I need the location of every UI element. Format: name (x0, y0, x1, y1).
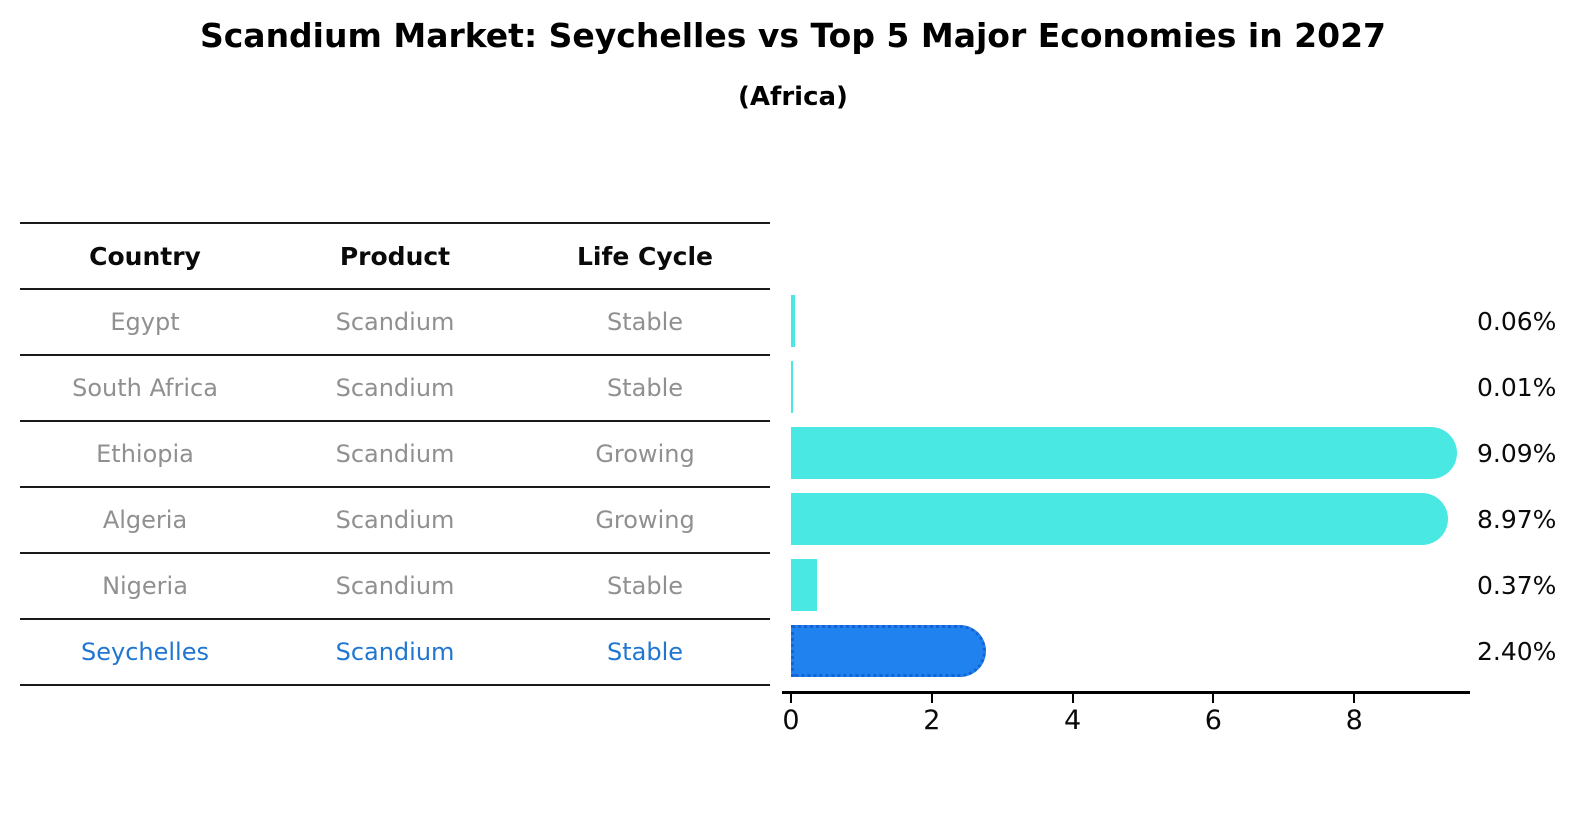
cell-country: Egypt (110, 308, 180, 336)
value-label-egypt: 0.06% (1477, 306, 1557, 336)
cell-product: Scandium (335, 506, 455, 534)
cell-country: South Africa (72, 374, 218, 402)
cell-country: Seychelles (81, 638, 209, 666)
chart-title: Scandium Market: Seychelles vs Top 5 Maj… (199, 16, 1387, 55)
x-axis-tick (930, 694, 933, 703)
bar-ethiopia (791, 427, 1457, 479)
x-axis-tick-label: 0 (782, 705, 800, 736)
value-labels: 0.06% 0.01% 9.09% 8.97% 0.37% 2.40% (1477, 288, 1556, 684)
column-header-life-cycle: Life Cycle (576, 241, 714, 271)
bar-plot: 0 2 4 6 8 (782, 222, 1481, 762)
table-row: Egypt Scandium Stable (20, 290, 770, 356)
chart-subtitle: (Africa) (738, 82, 848, 112)
table-row: Ethiopia Scandium Growing (20, 422, 770, 488)
table-row-seychelles: Seychelles Scandium Stable (20, 620, 770, 686)
bar-seychelles (791, 625, 986, 677)
cell-life-cycle: Stable (606, 374, 684, 402)
x-axis-line (782, 691, 1470, 694)
x-axis-tick-label: 4 (1064, 705, 1082, 736)
x-axis-tick (1212, 694, 1215, 703)
x-axis-tick (1071, 694, 1074, 703)
cell-country: Nigeria (102, 572, 188, 600)
value-label-algeria: 8.97% (1477, 504, 1557, 534)
bar-egypt (791, 295, 796, 347)
value-label-south-africa: 0.01% (1477, 372, 1557, 402)
data-table: Country Product Life Cycle Egypt Scandiu… (20, 222, 770, 686)
x-axis-tick-label: 8 (1345, 705, 1363, 736)
cell-life-cycle: Growing (595, 506, 695, 534)
cell-life-cycle: Stable (606, 572, 684, 600)
cell-product: Scandium (335, 572, 455, 600)
cell-life-cycle: Growing (595, 440, 695, 468)
table-row: Algeria Scandium Growing (20, 488, 770, 554)
bar-algeria (791, 493, 1449, 545)
cell-country: Algeria (102, 506, 188, 534)
x-axis-tick-label: 2 (923, 705, 941, 736)
column-header-product: Product (339, 241, 451, 271)
cell-life-cycle: Stable (606, 308, 684, 336)
cell-life-cycle: Stable (606, 638, 684, 666)
cell-country: Ethiopia (96, 440, 194, 468)
table-row: South Africa Scandium Stable (20, 356, 770, 422)
table-row: Nigeria Scandium Stable (20, 554, 770, 620)
bar-south-africa (791, 361, 793, 413)
x-axis-tick-label: 6 (1204, 705, 1222, 736)
column-header-country: Country (89, 241, 201, 271)
bar-nigeria (791, 559, 818, 611)
cell-product: Scandium (335, 638, 455, 666)
x-axis-tick (790, 694, 792, 703)
x-axis-tick (1353, 694, 1356, 703)
cell-product: Scandium (335, 440, 455, 468)
cell-product: Scandium (335, 308, 455, 336)
value-label-nigeria: 0.37% (1477, 570, 1557, 600)
value-label-seychelles: 2.40% (1477, 636, 1557, 666)
table-header-row: Country Product Life Cycle (20, 224, 770, 290)
cell-product: Scandium (335, 374, 455, 402)
value-label-ethiopia: 9.09% (1477, 438, 1557, 468)
